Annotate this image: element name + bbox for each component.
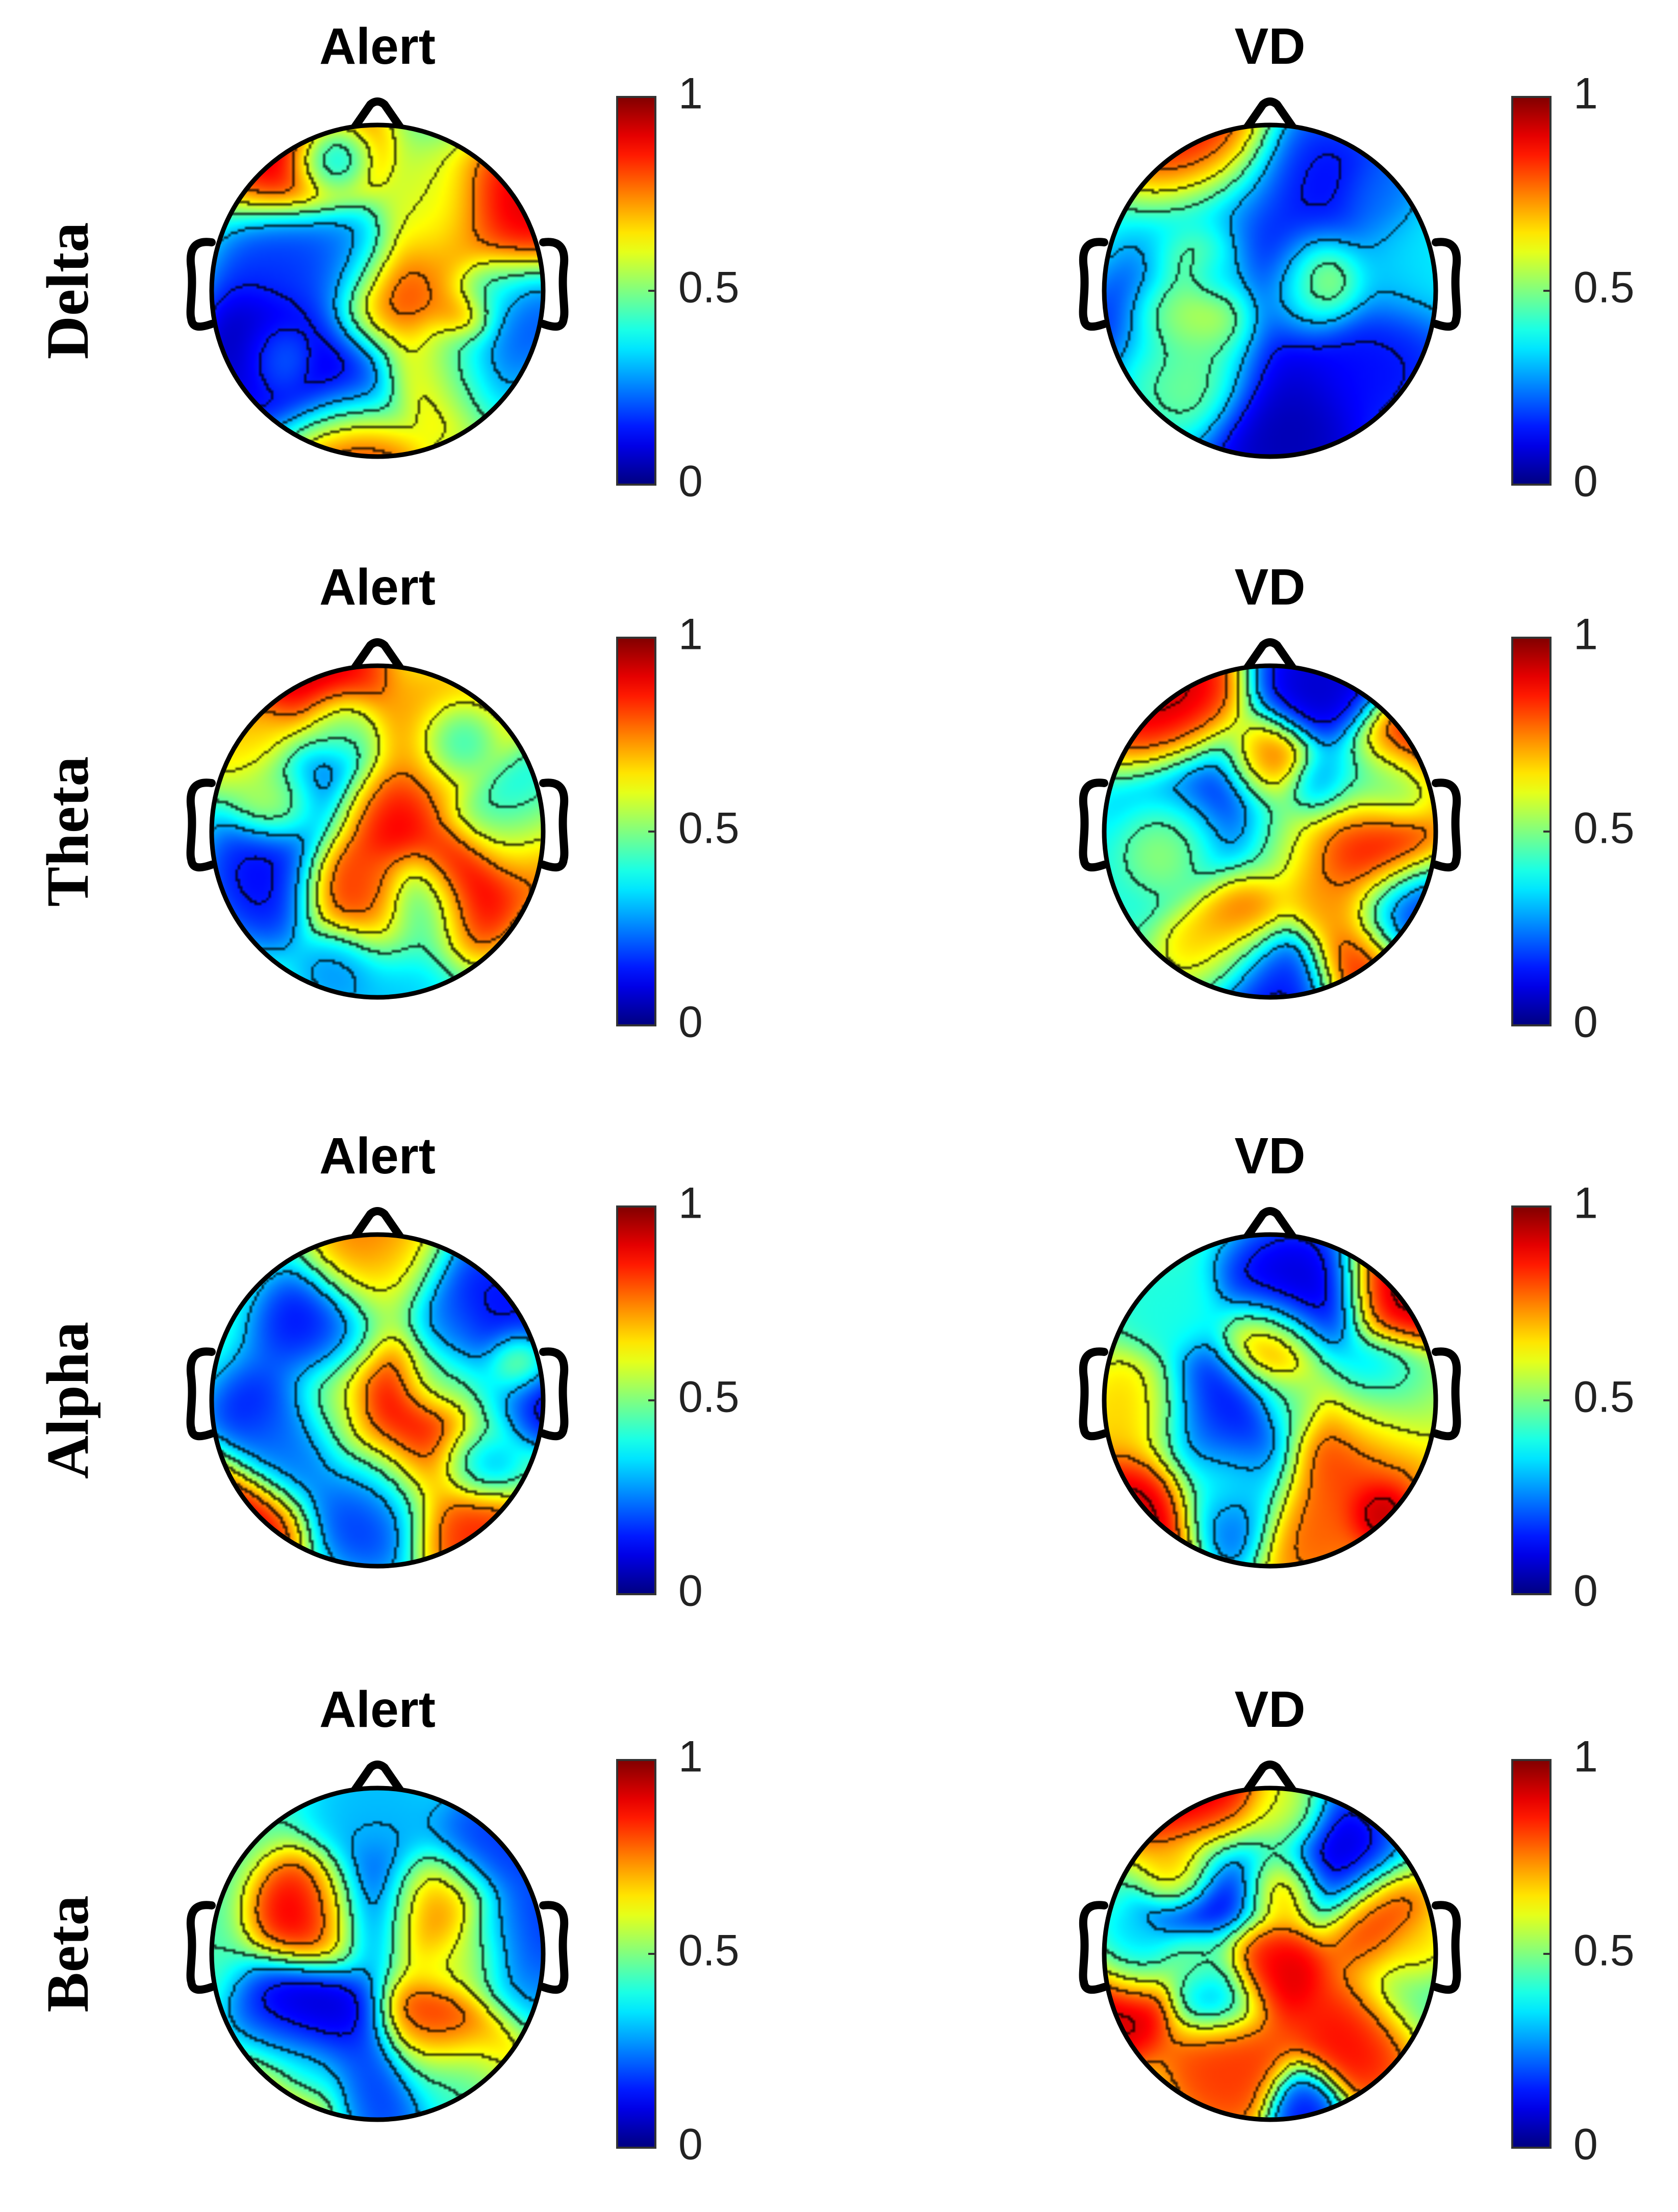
left-ear-outline (186, 1901, 216, 1994)
nose-outline (1240, 1761, 1300, 1798)
scalp-heatmap (212, 666, 543, 997)
colorbar-tick-label: 0 (1573, 998, 1598, 1047)
head-outline (1102, 663, 1438, 1000)
colorbar-tick-label: 0.5 (1573, 804, 1635, 853)
right-ear-outline (1432, 238, 1461, 331)
colorbar-tick-label: 0 (678, 998, 703, 1047)
colorbar-tick-label: 0.5 (1573, 1926, 1635, 1975)
nose-outline (348, 97, 407, 135)
colorbar-tick-label: 0 (1573, 1567, 1598, 1616)
colorbar-tick-label: 1 (1573, 1732, 1598, 1781)
colorbar-tick-label: 1 (678, 1179, 703, 1228)
colorbar-tick-label: 0 (1573, 2120, 1598, 2169)
left-ear-outline (186, 238, 216, 331)
left-ear-outline (1079, 238, 1108, 331)
colorbar-tick-label: 1 (1573, 1179, 1598, 1228)
panel-title: Alert (319, 559, 436, 616)
panel-title: VD (1235, 1127, 1306, 1185)
colorbar-tick-label: 1 (678, 610, 703, 659)
nose-outline (1240, 638, 1300, 676)
topoplot-beta-alert: Alert 1 0.5 0 (186, 1681, 740, 2169)
scalp-heatmap (1104, 1788, 1436, 2120)
colorbar-tick-label: 1 (1573, 610, 1598, 659)
colorbar-tick-label: 0.5 (678, 1926, 740, 1975)
panel-title: VD (1235, 1681, 1306, 1738)
row-label-beta: Beta (34, 1895, 101, 2012)
topoplot-delta-alert: Alert 1 0.5 0 (186, 18, 740, 506)
topoplot-alpha-vd: VD 1 0.5 0 (1079, 1127, 1635, 1616)
colorbar-tick-label: 0.5 (1573, 1373, 1635, 1422)
left-ear-outline (1079, 778, 1108, 872)
nose-outline (348, 1761, 407, 1798)
right-ear-outline (1432, 1347, 1461, 1441)
head-outline (209, 1232, 546, 1569)
panel-title: Alert (319, 1127, 436, 1185)
scalp-heatmap (212, 1788, 543, 2120)
colorbar-tick-label: 0 (678, 1567, 703, 1616)
right-ear-outline (539, 1347, 569, 1441)
head-outline (209, 1786, 546, 2122)
left-ear-outline (186, 778, 216, 872)
colorbar-tick-label: 0 (678, 457, 703, 506)
panel-title: Alert (319, 18, 436, 75)
head-outline (1102, 1786, 1438, 2122)
colorbar-tick-label: 1 (678, 69, 703, 118)
left-ear-outline (1079, 1901, 1108, 1994)
row-label-alpha: Alpha (34, 1322, 101, 1479)
colorbar-tick-label: 0 (678, 2120, 703, 2169)
head-outline (1102, 122, 1438, 459)
colorbar-tick-label: 1 (1573, 69, 1598, 118)
right-ear-outline (539, 778, 569, 872)
row-label-delta: Delta (34, 222, 101, 360)
nose-outline (1240, 97, 1300, 135)
panel-title: VD (1235, 559, 1306, 616)
topoplot-theta-alert: Alert 1 0.5 0 (186, 559, 740, 1047)
right-ear-outline (539, 238, 569, 331)
topoplot-delta-vd: VD 1 0.5 0 (1079, 18, 1635, 506)
row-label-theta: Theta (34, 757, 101, 907)
scalp-heatmap (212, 1235, 543, 1566)
colorbar-tick-label: 0 (1573, 457, 1598, 506)
colorbar-tick-label: 0.5 (678, 804, 740, 853)
panel-title: VD (1235, 18, 1306, 75)
left-ear-outline (1079, 1347, 1108, 1441)
nose-outline (348, 638, 407, 676)
topoplot-theta-vd: VD 1 0.5 0 (1079, 559, 1635, 1047)
colorbar-tick-label: 0.5 (678, 1373, 740, 1422)
head-outline (209, 122, 546, 459)
head-outline (1102, 1232, 1438, 1569)
right-ear-outline (1432, 1901, 1461, 1994)
colorbar-tick-label: 1 (678, 1732, 703, 1781)
left-ear-outline (186, 1347, 216, 1441)
nose-outline (1240, 1207, 1300, 1245)
colorbar-tick-label: 0.5 (1573, 263, 1635, 312)
scalp-heatmap (1104, 1235, 1436, 1566)
scalp-heatmap (212, 125, 543, 457)
colorbar-tick-label: 0.5 (678, 263, 740, 312)
topoplot-alpha-alert: Alert 1 0.5 0 (186, 1127, 740, 1616)
head-outline (209, 663, 546, 1000)
scalp-heatmap (1104, 666, 1436, 997)
panel-title: Alert (319, 1681, 436, 1738)
nose-outline (348, 1207, 407, 1245)
right-ear-outline (1432, 778, 1461, 872)
right-ear-outline (539, 1901, 569, 1994)
scalp-heatmap (1104, 125, 1436, 457)
topoplot-beta-vd: VD 1 0.5 0 (1079, 1681, 1635, 2169)
